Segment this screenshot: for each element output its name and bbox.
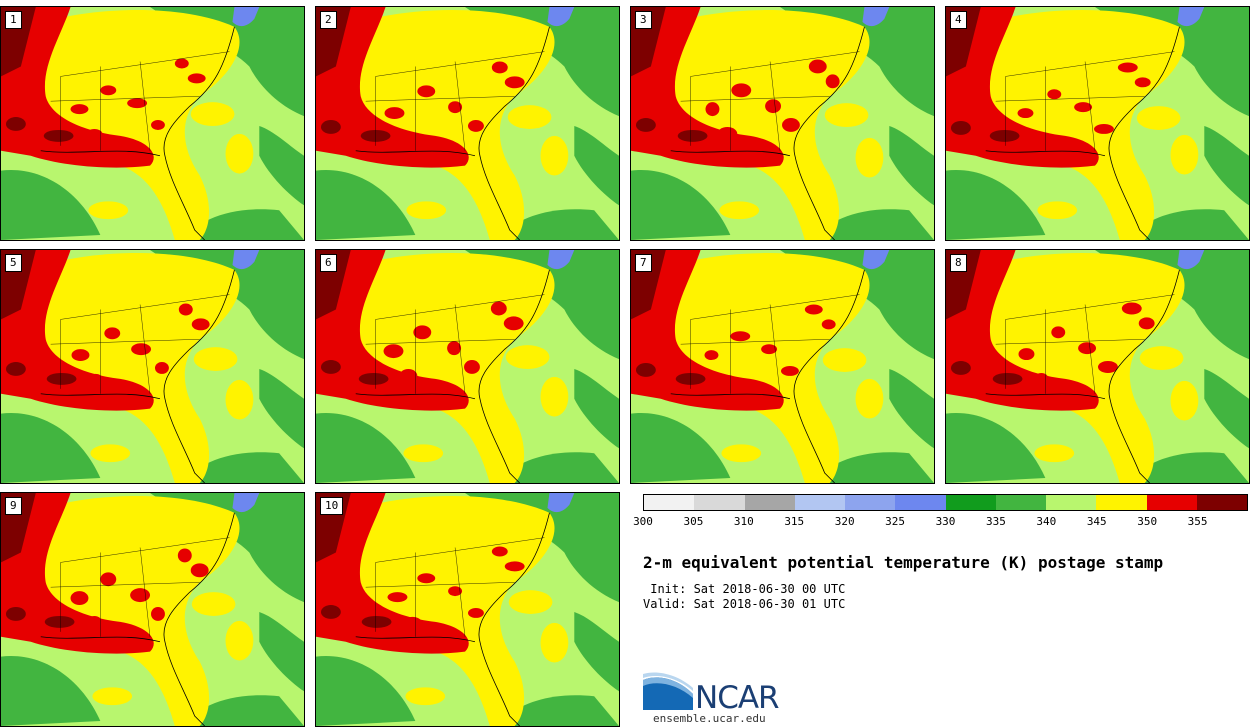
ensemble-member-panel-9: 9 <box>0 492 305 727</box>
init-time: Init: Sat 2018-06-30 00 UTC <box>643 582 846 596</box>
member-number: 1 <box>5 11 22 29</box>
colorbar-swatch <box>644 495 695 510</box>
ensemble-member-panel-10: 10 <box>315 492 620 727</box>
colorbar-tick-label: 320 <box>834 515 855 528</box>
colorbar-swatch <box>995 495 1046 510</box>
ensemble-member-panel-6: 6 <box>315 249 620 484</box>
colorbar-swatch <box>1046 495 1097 510</box>
colorbar-tick-label: 305 <box>683 515 704 528</box>
colorbar-tick-label: 325 <box>885 515 906 528</box>
colorbar-tick-label: 345 <box>1086 515 1107 528</box>
colorbar-swatch <box>794 495 845 510</box>
equivalent-potential-temperature-map <box>316 7 619 240</box>
colorbar-tick-label: 315 <box>784 515 805 528</box>
valid-time: Valid: Sat 2018-06-30 01 UTC <box>643 597 846 611</box>
colorbar-swatch <box>845 495 896 510</box>
ensemble-url: ensemble.ucar.edu <box>653 712 766 725</box>
member-number: 4 <box>950 11 967 29</box>
ensemble-member-panel-4: 4 <box>945 6 1250 241</box>
equivalent-potential-temperature-map <box>1 7 304 240</box>
equivalent-potential-temperature-map <box>946 7 1249 240</box>
colorbar <box>643 494 1248 511</box>
ensemble-member-panel-3: 3 <box>630 6 935 241</box>
equivalent-potential-temperature-map <box>631 250 934 483</box>
ensemble-member-panel-7: 7 <box>630 249 935 484</box>
colorbar-swatch <box>694 495 745 510</box>
ensemble-member-panel-5: 5 <box>0 249 305 484</box>
ncar-wordmark: NCAR <box>695 680 780 716</box>
member-number: 8 <box>950 254 967 272</box>
ensemble-member-panel-2: 2 <box>315 6 620 241</box>
colorbar-tick-label: 355 <box>1187 515 1208 528</box>
equivalent-potential-temperature-map <box>316 493 619 726</box>
member-number: 7 <box>635 254 652 272</box>
equivalent-potential-temperature-map <box>316 250 619 483</box>
figure-title: 2-m equivalent potential temperature (K)… <box>643 553 1164 572</box>
equivalent-potential-temperature-map <box>946 250 1249 483</box>
colorbar-tick-label: 330 <box>935 515 956 528</box>
ncar-swoosh-icon <box>643 672 693 710</box>
colorbar-swatch <box>1196 495 1247 510</box>
member-number: 10 <box>320 497 344 515</box>
ensemble-member-panel-8: 8 <box>945 249 1250 484</box>
colorbar-swatch <box>1146 495 1197 510</box>
member-number: 5 <box>5 254 22 272</box>
member-number: 6 <box>320 254 337 272</box>
colorbar-swatch <box>744 495 795 510</box>
equivalent-potential-temperature-map <box>1 250 304 483</box>
colorbar-tick-label: 310 <box>733 515 754 528</box>
equivalent-potential-temperature-map <box>631 7 934 240</box>
ncar-logo: NCAR ensemble.ucar.edu <box>643 672 823 728</box>
colorbar-tick-label: 300 <box>633 515 653 528</box>
colorbar-tick-label: 335 <box>985 515 1006 528</box>
colorbar-swatch <box>945 495 996 510</box>
equivalent-potential-temperature-map <box>1 493 304 726</box>
member-number: 2 <box>320 11 337 29</box>
colorbar-tick-labels: 300 305 310 315 320 325 330 335 340 345 350 355 <box>633 515 1248 529</box>
colorbar-tick-label: 350 <box>1137 515 1158 528</box>
colorbar-swatch <box>895 495 946 510</box>
colorbar-tick-label: 340 <box>1036 515 1057 528</box>
member-number: 9 <box>5 497 22 515</box>
ensemble-member-panel-1: 1 <box>0 6 305 241</box>
colorbar-swatch <box>1096 495 1147 510</box>
member-number: 3 <box>635 11 652 29</box>
